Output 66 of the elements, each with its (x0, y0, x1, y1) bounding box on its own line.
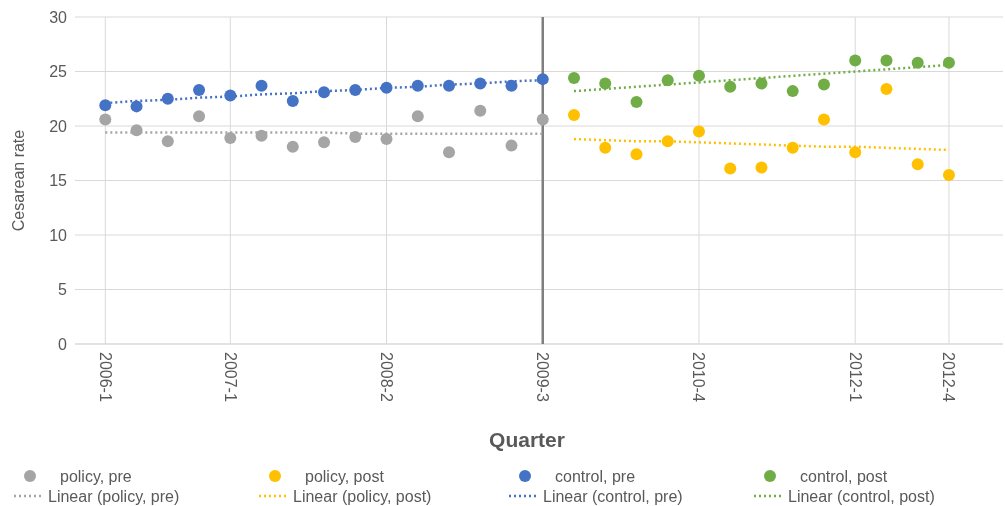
point (849, 54, 862, 67)
point (911, 158, 924, 171)
point (880, 82, 893, 95)
point (630, 96, 643, 109)
point (630, 148, 643, 161)
point (255, 79, 268, 92)
x-tick-label: 2009-3 (534, 352, 552, 402)
point (380, 133, 393, 146)
point (443, 146, 456, 159)
point (880, 54, 893, 67)
legend-label: policy, pre (60, 467, 132, 485)
y-axis-title: Cesarean rate (10, 129, 27, 232)
x-tick-label: 2012-1 (846, 352, 864, 402)
y-tick-label: 5 (58, 281, 68, 299)
point (599, 77, 612, 90)
y-tick-label: 15 (49, 172, 68, 190)
point (911, 56, 924, 69)
point (318, 136, 331, 149)
legend-label: control, pre (555, 467, 636, 485)
point (99, 99, 112, 112)
point (505, 139, 518, 152)
legend-label: Linear (control, post) (788, 487, 935, 505)
point (536, 113, 549, 126)
point (193, 110, 206, 123)
point (286, 94, 299, 107)
x-tick-label: 2006-1 (96, 352, 114, 402)
y-tick-label: 30 (49, 8, 68, 26)
legend-label: control, post (800, 467, 888, 485)
point (817, 113, 830, 126)
point (942, 169, 955, 182)
point (536, 73, 549, 86)
legend-label: Linear (control, pre) (543, 487, 683, 505)
point (568, 109, 580, 122)
point (692, 69, 705, 82)
point (942, 56, 955, 69)
point (193, 84, 206, 97)
point (474, 104, 487, 117)
point (224, 131, 237, 144)
y-tick-label: 10 (49, 226, 68, 244)
point (755, 77, 768, 90)
y-tick-label: 0 (58, 335, 68, 353)
point (411, 110, 424, 123)
y-tick-label: 20 (49, 117, 68, 135)
point (786, 85, 799, 98)
y-tick-label: 25 (49, 63, 68, 81)
point (817, 78, 830, 91)
point (692, 125, 705, 138)
point (724, 162, 737, 175)
point (599, 141, 612, 154)
point (130, 100, 143, 113)
point (286, 140, 299, 153)
x-tick-label: 2008-2 (377, 352, 395, 402)
legend-label: policy, post (305, 467, 385, 485)
x-axis-title: Quarter (489, 428, 565, 451)
point (724, 80, 737, 93)
point (849, 146, 862, 159)
legend-label: Linear (policy, pre) (48, 487, 180, 505)
point (99, 113, 112, 126)
x-tick-label: 2012-4 (940, 352, 958, 402)
point (318, 86, 331, 99)
point (568, 72, 580, 85)
point (755, 161, 768, 174)
point (161, 135, 174, 148)
x-tick-label: 2010-4 (690, 352, 708, 402)
x-tick-label: 2007-1 (221, 352, 239, 402)
legend-label: Linear (policy, post) (293, 487, 432, 505)
